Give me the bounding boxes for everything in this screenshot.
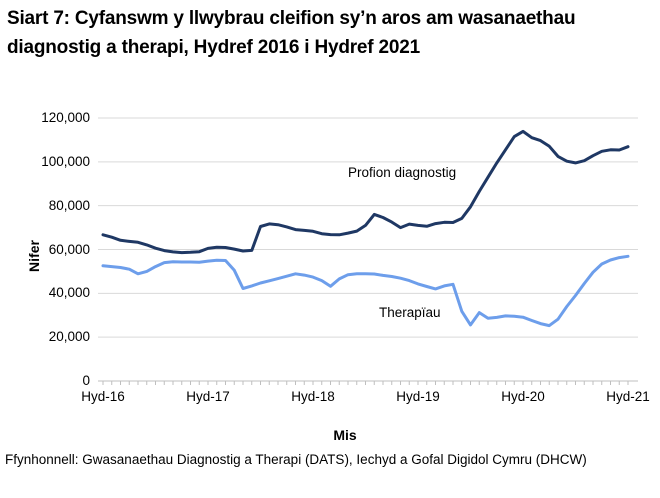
y-tick-label: 80,000 bbox=[48, 197, 90, 213]
y-tick-label: 120,000 bbox=[41, 110, 90, 125]
series-label-diagnostics: Profion diagnostig bbox=[348, 165, 457, 180]
x-tick-label: Hyd-19 bbox=[396, 389, 440, 404]
y-tick-label: 20,000 bbox=[48, 329, 90, 345]
x-tick-label: Hyd-16 bbox=[81, 389, 125, 404]
chart-title: Siart 7: Cyfanswm y llwybrau cleifion sy… bbox=[7, 8, 576, 58]
y-tick-label: 40,000 bbox=[48, 285, 90, 301]
y-tick-label: 0 bbox=[82, 373, 90, 388]
y-tick-label: 100,000 bbox=[41, 153, 90, 169]
x-tick-label: Hyd-18 bbox=[291, 389, 335, 404]
diagnostics-series-line bbox=[101, 129, 630, 255]
x-tick-label: Hyd-20 bbox=[501, 389, 545, 404]
y-tick-label: 60,000 bbox=[48, 241, 90, 257]
series-label-therapies: Therapïau bbox=[379, 305, 441, 320]
x-axis-title: Mis bbox=[333, 427, 357, 443]
x-tick-label: Hyd-17 bbox=[186, 389, 230, 404]
therapies-series-line bbox=[101, 254, 630, 328]
x-tick-label: Hyd-21 bbox=[606, 389, 650, 404]
source-footnote: Ffynhonnell: Gwasanaethau Diagnostig a T… bbox=[5, 452, 587, 467]
